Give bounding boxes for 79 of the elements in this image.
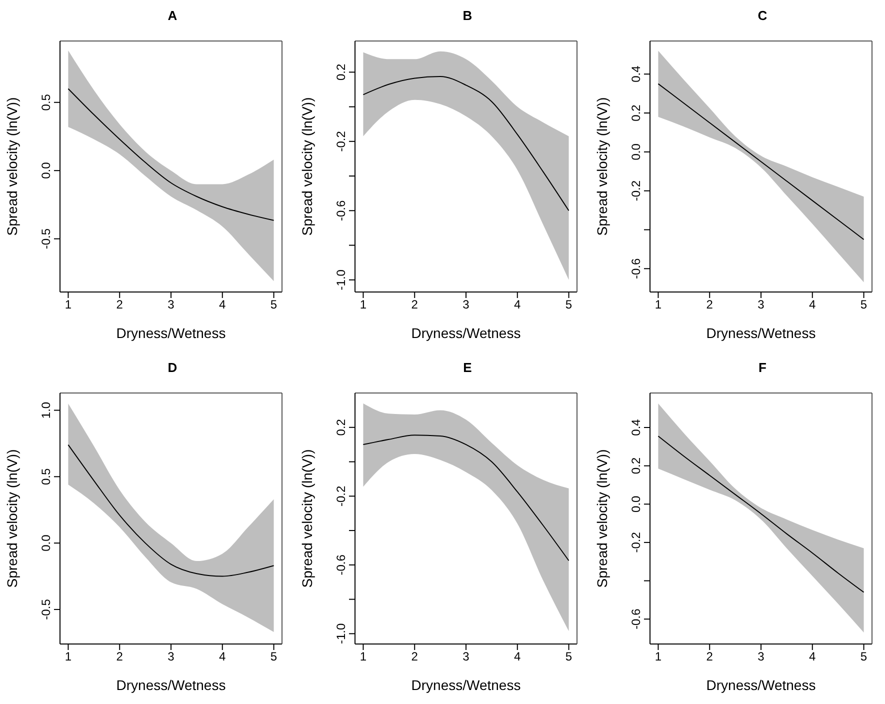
x-tick-label: 5: [860, 298, 868, 312]
y-tick-label: 0.0: [39, 534, 53, 552]
chart-title: A: [166, 8, 178, 23]
chart-title: C: [756, 8, 768, 23]
x-tick-label: 5: [270, 650, 278, 664]
line-series: [362, 434, 570, 562]
y-tick-label: 0.5: [39, 94, 53, 111]
y-axis-title: Spread velocity (ln(V)): [4, 97, 20, 236]
x-axis-title: Dryness/Wetness: [706, 677, 816, 693]
x-axis-title: Dryness/Wetness: [411, 677, 521, 693]
chart-title: D: [166, 360, 178, 375]
y-axis-title: Spread velocity (ln(V)): [298, 449, 315, 588]
x-axis-title: Dryness/Wetness: [411, 325, 521, 341]
y-tick-label: 0.0: [39, 162, 53, 179]
y-axis-title: Spread velocity (ln(V)): [594, 97, 610, 236]
x-tick-label: 4: [809, 650, 816, 664]
y-tick-label: -0.6: [629, 608, 643, 630]
chart-title: F: [758, 360, 768, 375]
x-tick-label: 1: [360, 298, 367, 312]
line-series: [658, 436, 864, 593]
y-tick-label: -0.5: [39, 598, 53, 620]
x-tick-label: 1: [654, 650, 662, 664]
x-tick-label: 4: [219, 650, 226, 664]
y-tick-label: -0.2: [629, 532, 643, 553]
y-tick-label: -1.0: [334, 269, 348, 290]
y-tick-label: -0.2: [334, 485, 348, 506]
line-series: [68, 88, 274, 221]
x-tick-label: 4: [514, 650, 522, 664]
line-series: [68, 444, 274, 577]
x-tick-label: 5: [860, 650, 868, 664]
x-tick-label: 1: [654, 298, 662, 312]
y-tick-label: 1.0: [39, 402, 53, 419]
x-tick-label: 5: [565, 650, 572, 664]
x-tick-label: 1: [360, 650, 367, 664]
x-tick-label: 4: [219, 298, 226, 312]
line-series: [362, 76, 570, 212]
x-tick-label: 3: [462, 650, 470, 664]
x-tick-label: 2: [116, 650, 124, 664]
y-tick-label: 0.4: [629, 65, 643, 82]
y-tick-label: 0.4: [629, 418, 643, 436]
y-tick-label: 0.0: [629, 143, 643, 160]
x-tick-label: 2: [706, 650, 714, 664]
x-tick-label: 3: [758, 298, 765, 312]
x-tick-label: 2: [116, 298, 124, 312]
y-tick-label: -0.2: [334, 130, 348, 152]
y-tick-label: 0.2: [629, 104, 643, 122]
y-tick-label: -1.0: [334, 623, 348, 644]
x-tick-label: 1: [64, 650, 72, 664]
y-axis-title: Spread velocity (ln(V)): [4, 449, 20, 588]
x-tick-label: 2: [411, 298, 418, 312]
chart-title: E: [462, 360, 473, 375]
y-tick-label: -0.6: [334, 554, 348, 576]
x-axis-title: Dryness/Wetness: [116, 677, 226, 693]
x-tick-label: 2: [411, 650, 418, 664]
x-tick-label: 3: [758, 650, 765, 664]
y-tick-label: 0.0: [629, 495, 643, 512]
x-axis-title: Dryness/Wetness: [706, 325, 816, 341]
x-tick-label: 3: [168, 650, 175, 664]
chart-title: B: [462, 8, 474, 23]
y-axis-title: Spread velocity (ln(V)): [298, 97, 315, 236]
y-tick-label: -0.6: [334, 200, 348, 221]
y-tick-label: 0.5: [39, 468, 53, 486]
x-tick-label: 5: [270, 298, 278, 312]
y-tick-label: -0.5: [39, 228, 53, 250]
y-tick-label: 0.2: [334, 63, 348, 80]
y-tick-label: 0.2: [334, 418, 348, 436]
line-series: [658, 83, 864, 240]
x-axis-title: Dryness/Wetness: [116, 325, 226, 341]
y-tick-label: -0.2: [629, 180, 643, 202]
x-tick-label: 1: [64, 298, 72, 312]
x-tick-label: 4: [514, 298, 522, 312]
x-tick-label: 3: [168, 298, 175, 312]
x-tick-label: 4: [809, 298, 816, 312]
y-tick-label: 0.2: [629, 457, 643, 474]
y-axis-title: Spread velocity (ln(V)): [594, 449, 610, 588]
y-tick-label: -0.6: [629, 258, 643, 279]
x-tick-label: 5: [565, 298, 572, 312]
x-tick-label: 3: [462, 298, 470, 312]
x-tick-label: 2: [706, 298, 714, 312]
